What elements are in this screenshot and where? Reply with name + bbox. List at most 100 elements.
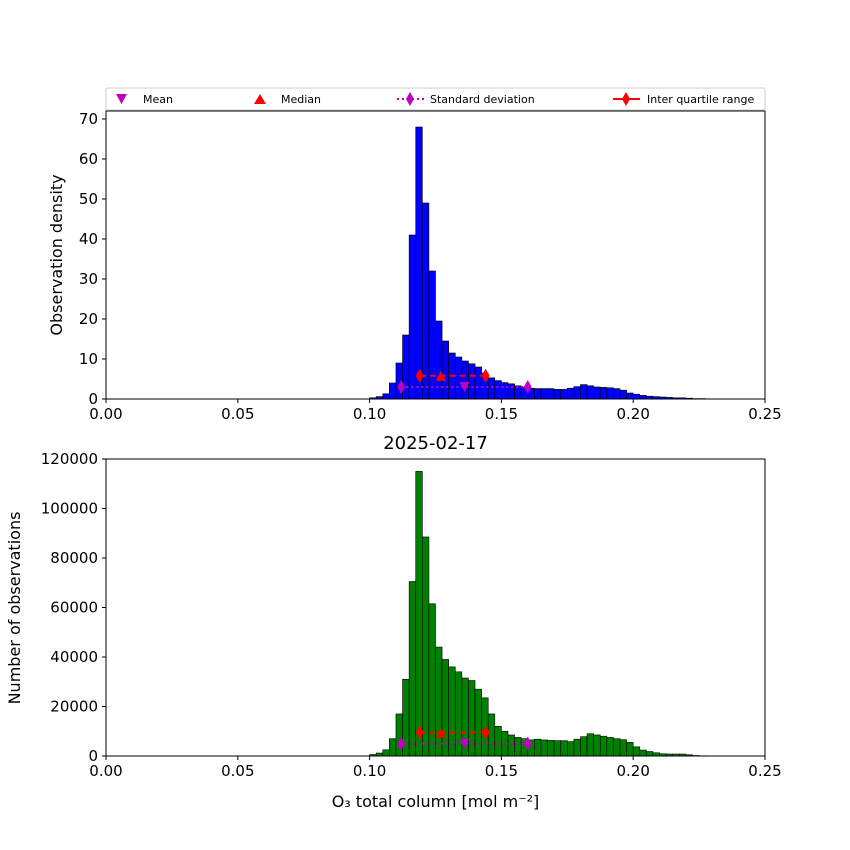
count-bar — [415, 471, 423, 757]
legend-item-standard-deviation: Standard deviation — [397, 92, 535, 106]
density-bar — [501, 382, 509, 400]
count-x-tick-label: 0.05 — [221, 762, 254, 780]
density-bar — [468, 363, 476, 400]
count-x-tick-label: 0.25 — [748, 762, 781, 780]
count-x-tick-label: 0.00 — [89, 762, 122, 780]
density-x-tick-label: 0.15 — [485, 405, 518, 423]
count-y-tick-label: 60000 — [50, 599, 98, 617]
density-x-tick-label: 0.20 — [616, 405, 649, 423]
density-bar — [599, 387, 608, 400]
density-y-axis-label: Observation density — [47, 174, 66, 335]
count-y-axis-label: Number of observations — [5, 512, 24, 705]
density-y-axis-ticks: 0 10 20 30 40 50 60 70 — [79, 110, 106, 408]
density-bar — [639, 395, 647, 400]
count-iqr-diamond — [481, 725, 490, 740]
mean-marker-icon — [116, 94, 127, 104]
count-y-axis-ticks: 0 20000 40000 60000 80000 100000 120000 — [41, 450, 106, 765]
count-bar — [553, 740, 562, 757]
legend-label-mean: Mean — [143, 93, 173, 106]
count-x-tick-label: 0.15 — [485, 762, 518, 780]
density-bar — [534, 388, 542, 400]
density-y-tick-label: 20 — [79, 310, 98, 328]
std-diamond-icon — [406, 92, 414, 106]
median-marker-icon — [254, 94, 266, 104]
legend-frame — [105, 87, 766, 111]
density-bar — [586, 385, 594, 400]
count-chart-title: 2025-02-17 — [383, 433, 488, 454]
count-bar — [632, 746, 641, 757]
count-y-tick-label: 40000 — [50, 648, 98, 666]
count-bar — [514, 737, 522, 757]
density-bar — [566, 387, 575, 400]
count-bar — [474, 688, 482, 757]
count-bar — [626, 742, 634, 757]
density-y-tick-label: 50 — [79, 190, 98, 208]
count-median-marker — [435, 727, 446, 738]
density-mean-marker — [459, 382, 470, 392]
density-bar — [619, 389, 627, 400]
legend-label-iqr: Inter quartile range — [647, 93, 754, 106]
count-histogram: 2025-02-17 0.00 0.05 0.10 0.15 0.20 0.25 0 200… — [5, 433, 782, 811]
density-bar — [540, 388, 548, 400]
density-bar — [626, 392, 634, 400]
count-bar — [586, 733, 594, 757]
density-iqr-diamond — [415, 368, 424, 383]
density-bar — [389, 382, 397, 400]
count-mean-marker — [459, 738, 470, 749]
count-bar — [606, 737, 614, 757]
density-bar — [461, 360, 469, 400]
density-bar — [422, 202, 430, 400]
density-x-axis-ticks: 0.00 0.05 0.10 0.15 0.20 0.25 — [89, 399, 782, 423]
count-y-tick-label: 0 — [88, 747, 98, 765]
count-y-tick-label: 120000 — [41, 450, 98, 468]
density-x-tick-label: 0.00 — [89, 405, 122, 423]
density-bar — [408, 234, 417, 400]
count-bar — [540, 739, 548, 757]
count-bar — [382, 749, 390, 757]
count-stat-markers — [397, 725, 532, 751]
density-bars — [369, 126, 706, 400]
density-iqr-diamond — [481, 368, 490, 383]
density-y-tick-label: 10 — [79, 350, 98, 368]
density-y-tick-label: 30 — [79, 270, 98, 288]
density-y-tick-label: 40 — [79, 230, 98, 248]
density-bar — [573, 386, 581, 400]
count-bar — [487, 713, 496, 757]
count-bar — [534, 738, 542, 757]
density-bar — [593, 386, 601, 400]
count-y-tick-label: 80000 — [50, 549, 98, 567]
count-y-tick-label: 100000 — [41, 500, 98, 518]
density-bar — [553, 389, 562, 400]
density-y-tick-label: 0 — [88, 390, 98, 408]
count-bar — [593, 734, 601, 757]
density-y-tick-label: 70 — [79, 110, 98, 128]
density-plot-frame — [105, 110, 766, 400]
count-bar — [573, 738, 581, 757]
count-bar — [560, 740, 568, 757]
density-std-diamond — [523, 380, 532, 394]
density-y-tick-label: 60 — [79, 150, 98, 168]
count-bar — [639, 749, 647, 757]
legend-item-mean: Mean — [116, 93, 173, 106]
density-stat-markers — [397, 368, 532, 394]
count-bar — [646, 751, 654, 757]
count-bar — [408, 581, 417, 757]
iqr-diamond-icon — [622, 92, 630, 106]
density-median-marker — [435, 370, 446, 381]
density-std-diamond — [397, 380, 406, 394]
legend-label-std: Standard deviation — [430, 93, 535, 106]
density-bar — [580, 384, 588, 400]
legend-label-median: Median — [281, 93, 321, 106]
density-bar — [560, 389, 568, 400]
density-x-tick-label: 0.05 — [221, 405, 254, 423]
count-bar — [422, 536, 430, 757]
density-bar — [474, 366, 482, 400]
count-bar — [613, 738, 621, 757]
density-bar — [382, 393, 390, 400]
count-std-diamond — [523, 736, 532, 751]
count-bar — [441, 659, 449, 757]
density-x-tick-label: 0.25 — [748, 405, 781, 423]
count-bar — [494, 725, 502, 757]
count-x-axis-ticks: 0.00 0.05 0.10 0.15 0.20 0.25 — [89, 756, 782, 780]
